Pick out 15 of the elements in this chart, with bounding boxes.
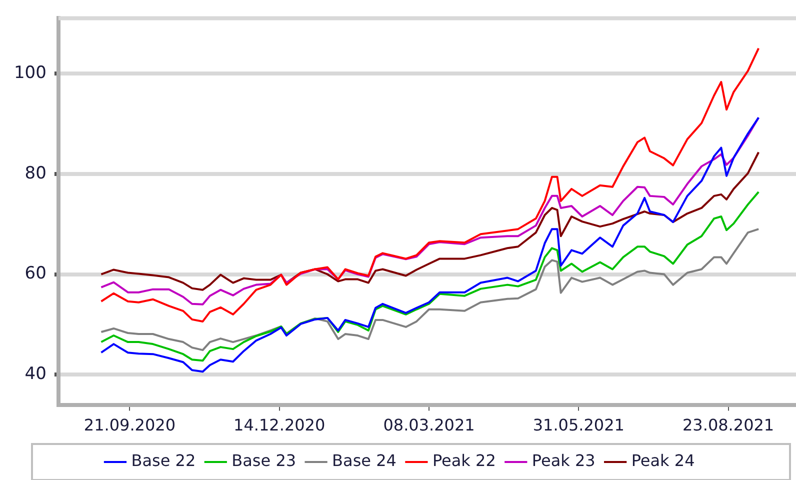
y-tick-label: 100 (14, 62, 46, 83)
y-tick-label: 40 (24, 364, 46, 384)
x-tick-label: 08.03.2021 (383, 416, 475, 435)
y-tick-label: 80 (24, 163, 46, 184)
y-tick-label: 60 (24, 264, 46, 284)
legend-label: Base 22 (131, 451, 196, 470)
x-tick-label: 21.09.2020 (84, 416, 176, 435)
x-tick-label: 23.08.2021 (682, 416, 774, 435)
legend-label: Base 23 (232, 451, 296, 470)
legend-label: Base 24 (332, 451, 396, 470)
legend-label: Peak 23 (532, 451, 596, 470)
legend-label: Peak 22 (432, 451, 496, 470)
x-tick-label: 14.12.2020 (234, 416, 326, 435)
legend-label: Peak 24 (631, 451, 695, 470)
x-tick-label: 31.05.2021 (532, 416, 624, 435)
